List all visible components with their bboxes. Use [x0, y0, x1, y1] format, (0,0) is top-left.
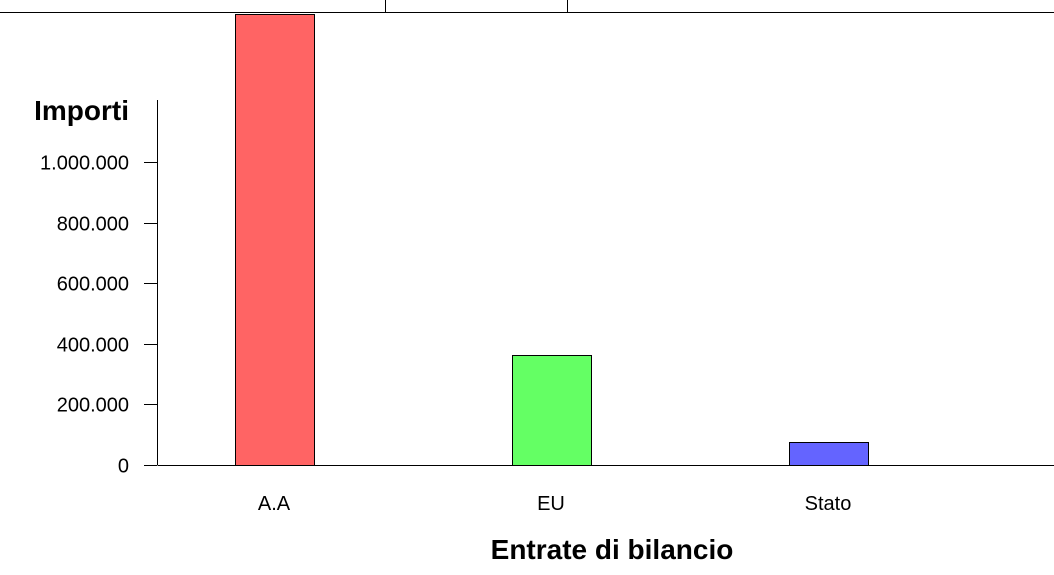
bars	[235, 14, 869, 466]
y-tick-label: 200.000	[57, 395, 129, 417]
y-axis-title: Importi	[34, 95, 129, 126]
bar-eu	[512, 355, 592, 466]
x-axis-ticks: A.A EU Stato	[258, 493, 851, 515]
y-tick-label: 1.000.000	[40, 153, 129, 175]
x-tick-label: A.A	[258, 493, 291, 515]
y-tick-label: 600.000	[57, 274, 129, 296]
y-tick-label: 800.000	[57, 214, 129, 236]
x-tick-label: Stato	[805, 493, 852, 515]
y-tick-label: 0	[118, 456, 129, 478]
bar-stato	[789, 442, 869, 466]
top-frame	[0, 0, 1054, 13]
y-axis-ticks: 0 200.000 400.000 600.000 800.000 1.000.000	[40, 153, 157, 478]
bar-a-a	[235, 14, 315, 466]
y-tick-label: 400.000	[57, 335, 129, 357]
x-axis-title: Entrate di bilancio	[491, 534, 734, 565]
x-tick-label: EU	[537, 493, 565, 515]
